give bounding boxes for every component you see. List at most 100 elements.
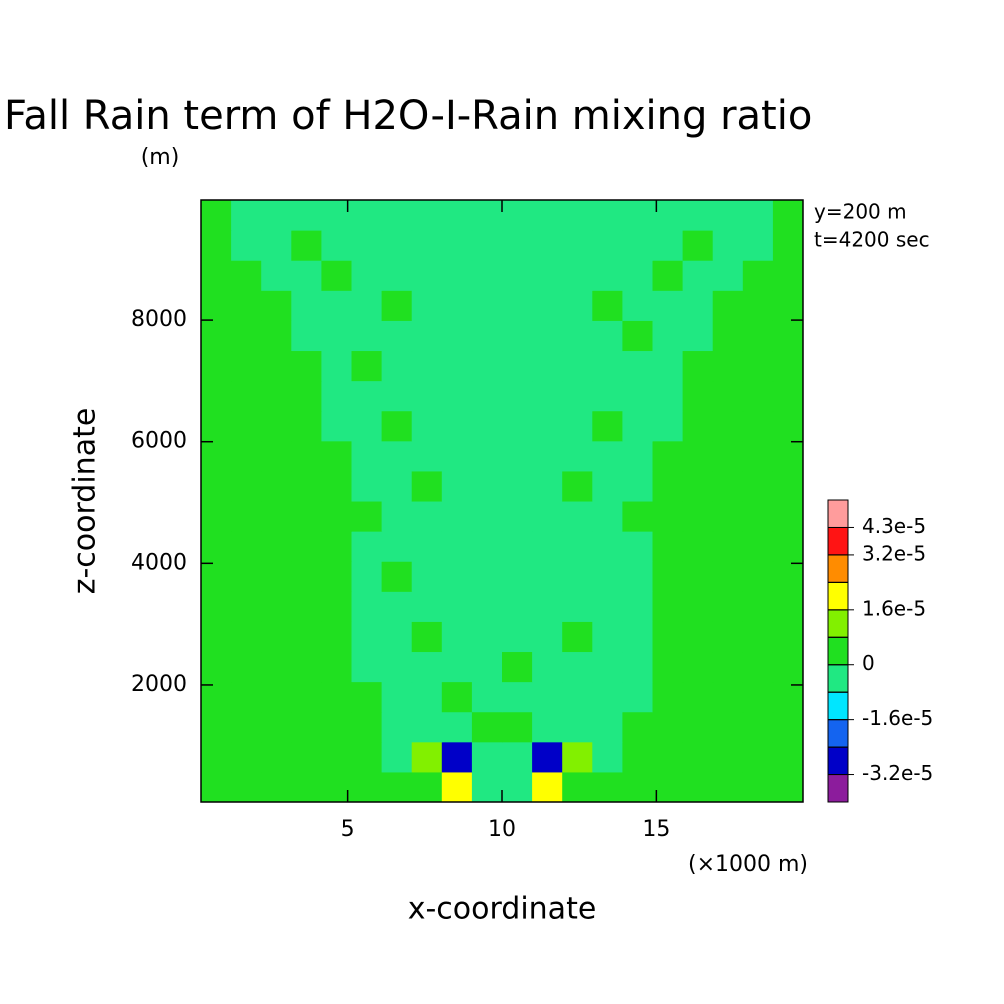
contour-cell	[562, 350, 593, 382]
contour-cell	[381, 200, 413, 231]
contour-cell	[261, 200, 292, 231]
contour-cell	[261, 290, 292, 321]
contour-cell	[712, 350, 744, 382]
contour-cell	[532, 771, 563, 802]
contour-cell	[411, 440, 443, 472]
contour-cell	[502, 260, 533, 291]
contour-cell	[772, 741, 803, 773]
contour-cell	[562, 741, 593, 773]
contour-cell	[321, 440, 352, 472]
contour-cell	[411, 621, 443, 653]
contour-cell	[742, 621, 774, 653]
contour-cell	[321, 621, 352, 653]
contour-cell	[321, 651, 352, 683]
contour-cell	[742, 741, 774, 773]
contour-cell	[622, 681, 653, 713]
contour-cell	[622, 320, 653, 352]
contour-cell	[562, 651, 593, 683]
contour-cell	[231, 681, 262, 713]
contour-cell	[652, 350, 684, 382]
contour-cell	[592, 711, 623, 743]
contour-cell	[261, 350, 292, 382]
contour-cell	[201, 410, 232, 442]
contour-cell	[772, 230, 803, 261]
contour-cell	[261, 561, 292, 592]
contour-cell	[532, 260, 563, 291]
colorbar-box	[827, 554, 849, 583]
colorbar-box	[827, 774, 849, 803]
contour-cell	[261, 771, 292, 802]
contour-cell	[231, 200, 262, 231]
x-tick-label: 5	[341, 817, 355, 842]
contour-cell	[411, 320, 443, 352]
contour-cell	[532, 350, 563, 382]
contour-cell	[231, 470, 262, 502]
contour-cell	[532, 741, 563, 773]
contour-cell	[562, 681, 593, 713]
colorbar-label: 4.3e-5	[862, 514, 926, 538]
contour-cell	[592, 681, 623, 713]
contour-cell	[351, 771, 383, 802]
contour-cell	[231, 260, 262, 291]
contour-cell	[712, 771, 744, 802]
contour-cell	[652, 200, 684, 231]
contour-cell	[291, 380, 322, 412]
contour-cell	[592, 290, 623, 321]
contour-cell	[712, 320, 744, 352]
contour-cell	[381, 350, 413, 382]
contour-cell	[532, 440, 563, 472]
contour-cell	[622, 531, 653, 562]
contour-cell	[201, 591, 232, 622]
contour-cell	[381, 501, 413, 532]
contour-cell	[471, 621, 503, 653]
contour-cell	[261, 320, 292, 352]
contour-cell	[652, 320, 684, 352]
contour-cell	[411, 591, 443, 622]
contour-cell	[622, 350, 653, 382]
contour-cell	[592, 621, 623, 653]
contour-cell	[532, 200, 563, 231]
contour-cell	[712, 621, 744, 653]
contour-cell	[231, 711, 262, 743]
contour-cell	[742, 260, 774, 291]
contour-cell	[441, 200, 473, 231]
contour-cell	[622, 741, 653, 773]
contour-cell	[351, 591, 383, 622]
contour-cell	[682, 350, 714, 382]
contour-cell	[532, 591, 563, 622]
contour-cell	[742, 561, 774, 592]
contour-cell	[742, 470, 774, 502]
colorbar-box	[827, 499, 849, 528]
contour-cell	[201, 741, 232, 773]
contour-cell	[622, 771, 653, 802]
contour-cell	[201, 621, 232, 653]
y-tick-label: 2000	[131, 672, 187, 697]
contour-cell	[201, 200, 232, 231]
contour-cell	[201, 470, 232, 502]
contour-cell	[712, 290, 744, 321]
contour-cell	[261, 230, 292, 261]
contour-cell	[652, 741, 684, 773]
contour-cell	[772, 290, 803, 321]
contour-cell	[772, 711, 803, 743]
contour-cell	[652, 621, 684, 653]
contour-cell	[562, 531, 593, 562]
contour-cell	[652, 230, 684, 261]
contour-cell	[441, 771, 473, 802]
contour-cell	[502, 501, 533, 532]
contour-cell	[562, 230, 593, 261]
annotation: y=200 m	[814, 200, 907, 224]
contour-cell	[201, 651, 232, 683]
contour-cell	[622, 561, 653, 592]
contour-cell	[441, 230, 473, 261]
contour-cell	[441, 470, 473, 502]
contour-cell	[291, 290, 322, 321]
contour-cell	[381, 591, 413, 622]
contour-cell	[411, 380, 443, 412]
contour-cell	[622, 230, 653, 261]
x-units: (×1000 m)	[688, 852, 808, 877]
contour-cell	[291, 681, 322, 713]
contour-cell	[201, 531, 232, 562]
contour-cell	[291, 651, 322, 683]
contour-cell	[321, 711, 352, 743]
